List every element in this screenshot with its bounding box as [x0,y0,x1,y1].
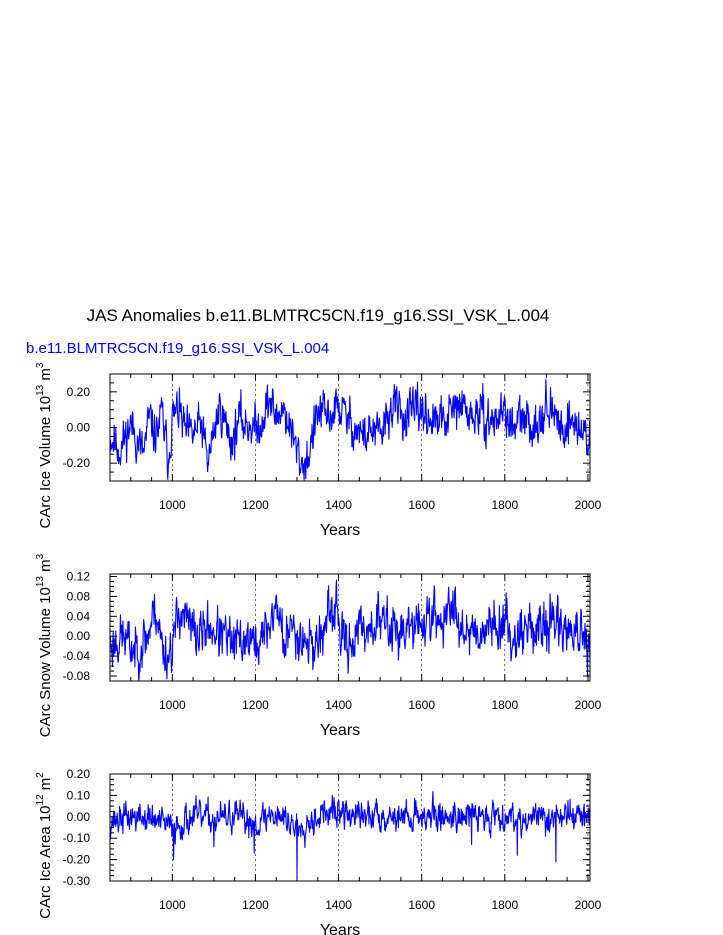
y-tick-label: 0.08 [67,589,91,603]
y-tick-label: 0.04 [67,609,91,623]
x-axis-label: Years [320,722,360,739]
x-axis-label: Years [320,522,360,539]
x-tick-label: 1600 [408,898,435,912]
x-tick-label: 1800 [491,898,518,912]
series-line [109,790,591,880]
series-line [109,579,591,681]
plot-frame [109,573,591,682]
x-tick-label: 1000 [159,498,186,512]
y-tick-label: 0.00 [67,810,91,824]
y-tick-label: -0.04 [63,649,91,663]
x-tick-label: 1400 [325,498,352,512]
x-tick-label: 1800 [491,698,518,712]
y-axis-label: CArc Ice Area 1012 m2 [35,772,54,919]
x-tick-label: 2000 [575,898,602,912]
x-tick-label: 2000 [575,698,602,712]
chart-subtitle: b.e11.BLMTRC5CN.f19_g16.SSI_VSK_L.004 [26,340,329,357]
panel-3: 1000 1200 1400 1600 1800 2000 0.20 0.10 0.00 -0.1… [35,767,602,935]
x-tick-label: 1200 [242,898,269,912]
y-tick-label: -0.08 [63,669,91,683]
y-tick-label: -0.30 [63,874,91,888]
y-axis-label: CArc Snow Volume 1013 m3 [35,553,54,737]
chart-title: JAS Anomalies b.e11.BLMTRC5CN.f19_g16.SS… [87,306,550,325]
panel-2: 1000 1200 1400 1600 1800 2000 0.12 0.08 0.04 0.00… [35,553,602,739]
y-tick-label: 0.00 [67,629,91,643]
x-tick-label: 1600 [408,698,435,712]
x-tick-label: 1800 [491,498,518,512]
x-tick-label: 1400 [325,898,352,912]
y-tick-label: 0.10 [67,788,91,802]
x-tick-label: 1200 [242,698,269,712]
y-tick-label: 0.12 [67,569,91,583]
y-tick-label: 0.20 [67,385,91,399]
x-tick-label: 1600 [408,498,435,512]
x-tick-label: 1000 [159,698,186,712]
y-tick-label: 0.00 [67,421,91,435]
x-tick-label: 1400 [325,698,352,712]
x-tick-label: 2000 [575,498,602,512]
x-tick-label: 1000 [159,898,186,912]
series-line [109,378,591,481]
x-axis-label: Years [320,922,360,935]
y-tick-label: -0.20 [63,853,91,867]
x-tick-label: 1200 [242,498,269,512]
y-axis-label: CArc Ice Volume 1013 m3 [35,362,54,528]
y-tick-label: 0.20 [67,767,91,781]
y-tick-label: -0.20 [63,456,91,470]
panel-1: 1000 1200 1400 1600 1800 2000 0.20 0.00 -0.20 Yea… [35,362,602,539]
y-tick-label: -0.10 [63,831,91,845]
